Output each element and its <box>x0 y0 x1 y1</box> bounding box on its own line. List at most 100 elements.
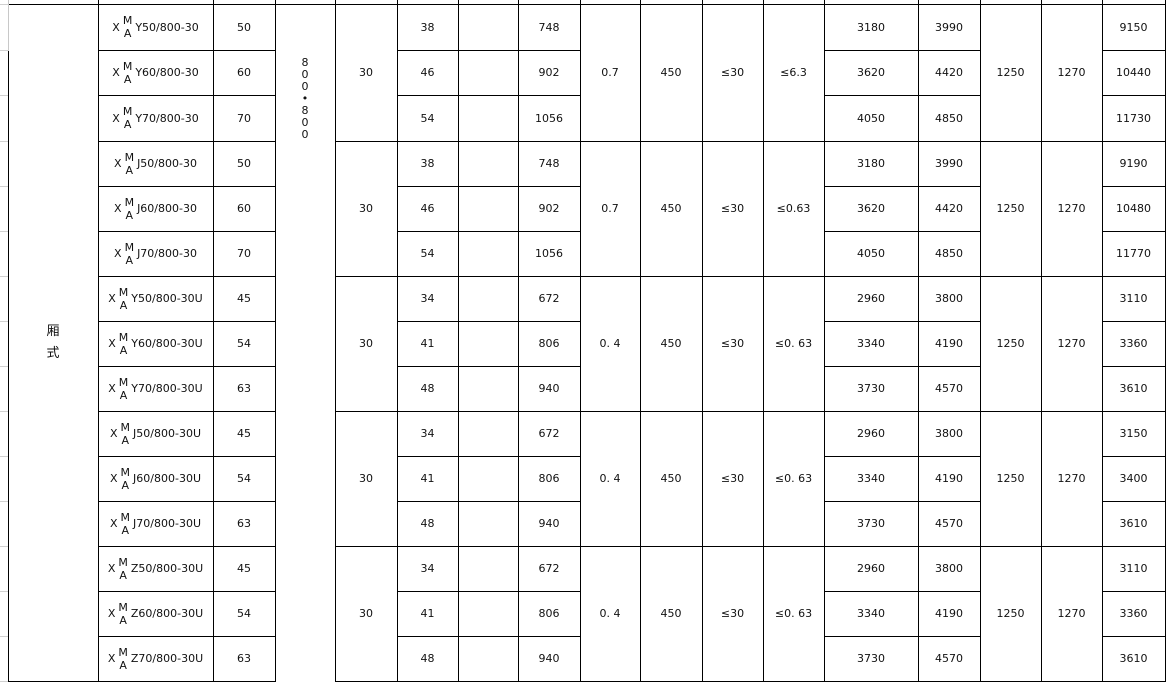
b-cell[interactable]: 940 <box>517 365 581 412</box>
empty-cell[interactable] <box>457 545 519 592</box>
b-cell[interactable]: 902 <box>517 49 581 96</box>
d-cell[interactable]: 3800 <box>917 410 981 457</box>
e-cell[interactable]: 3610 <box>1101 365 1166 412</box>
c-cell[interactable]: 3340 <box>823 320 919 367</box>
empty-cell[interactable] <box>457 410 519 457</box>
row-header[interactable] <box>0 546 9 592</box>
c-cell[interactable]: 3340 <box>823 590 919 637</box>
row-header[interactable] <box>0 591 9 637</box>
c-cell[interactable]: 3180 <box>823 4 919 51</box>
b-cell[interactable]: 940 <box>517 635 581 682</box>
model-cell[interactable]: X M A Y50/800-30U <box>97 275 214 322</box>
model-cell[interactable]: X M A J70/800-30U <box>97 500 214 547</box>
row-header[interactable] <box>0 186 9 232</box>
c30-cell[interactable]: 30 <box>334 275 398 412</box>
b-cell[interactable]: 672 <box>517 545 581 592</box>
a-cell[interactable]: 46 <box>396 49 459 96</box>
empty-cell[interactable] <box>457 230 519 277</box>
c30-cell[interactable]: 30 <box>334 545 398 682</box>
e-cell[interactable]: 11730 <box>1101 95 1166 142</box>
d-cell[interactable]: 4190 <box>917 590 981 637</box>
capacity-cell[interactable]: 70 <box>212 95 276 142</box>
size-cell-cont[interactable] <box>274 141 336 681</box>
capacity-cell[interactable]: 70 <box>212 230 276 277</box>
c-cell[interactable]: 3730 <box>823 635 919 682</box>
c30-cell[interactable]: 30 <box>334 410 398 547</box>
c-cell[interactable]: 3340 <box>823 455 919 502</box>
e-cell[interactable]: 10440 <box>1101 49 1166 96</box>
a-cell[interactable]: 54 <box>396 230 459 277</box>
coef-cell[interactable]: 0. 4 <box>579 275 641 412</box>
capacity-cell[interactable]: 45 <box>212 545 276 592</box>
model-cell[interactable]: X M A Z60/800-30U <box>97 590 214 637</box>
row-header[interactable] <box>0 321 9 367</box>
row-header[interactable] <box>0 456 9 502</box>
c30-cell[interactable]: 30 <box>334 140 398 277</box>
b-cell[interactable]: 806 <box>517 590 581 637</box>
c-cell[interactable]: 3730 <box>823 500 919 547</box>
model-cell[interactable]: X M A Y70/800-30 <box>97 95 214 142</box>
le30-cell[interactable]: ≤30 <box>701 140 764 277</box>
e-cell[interactable]: 3150 <box>1101 410 1166 457</box>
row-header[interactable] <box>0 501 9 547</box>
model-cell[interactable]: X M A J60/800-30 <box>97 185 214 232</box>
row-header[interactable] <box>0 141 9 187</box>
capacity-cell[interactable]: 45 <box>212 410 276 457</box>
a-cell[interactable]: 34 <box>396 275 459 322</box>
d-cell[interactable]: 4190 <box>917 320 981 367</box>
le2-cell[interactable]: ≤0. 63 <box>762 410 825 547</box>
empty-cell[interactable] <box>457 140 519 187</box>
c-cell[interactable]: 2960 <box>823 275 919 322</box>
c-cell[interactable]: 4050 <box>823 230 919 277</box>
empty-cell[interactable] <box>457 275 519 322</box>
size-cell[interactable]: 8 0 0 • 8 0 0 <box>274 4 336 141</box>
a-cell[interactable]: 41 <box>396 320 459 367</box>
model-cell[interactable]: X M A Z70/800-30U <box>97 635 214 682</box>
d-cell[interactable]: 3990 <box>917 4 981 51</box>
le2-cell[interactable]: ≤6.3 <box>762 4 825 142</box>
model-cell[interactable]: X M A Y60/800-30 <box>97 49 214 96</box>
e-cell[interactable]: 3110 <box>1101 545 1166 592</box>
e-cell[interactable]: 3110 <box>1101 275 1166 322</box>
b-cell[interactable]: 672 <box>517 410 581 457</box>
c-cell[interactable]: 2960 <box>823 410 919 457</box>
empty-cell[interactable] <box>457 320 519 367</box>
capacity-cell[interactable]: 45 <box>212 275 276 322</box>
e-cell[interactable]: 3610 <box>1101 500 1166 547</box>
b-cell[interactable]: 748 <box>517 4 581 51</box>
c1250-cell[interactable]: 1250 <box>979 545 1042 682</box>
coef-cell[interactable]: 0. 4 <box>579 410 641 547</box>
a-cell[interactable]: 38 <box>396 4 459 51</box>
c450-cell[interactable]: 450 <box>639 275 703 412</box>
empty-cell[interactable] <box>457 4 519 51</box>
b-cell[interactable]: 940 <box>517 500 581 547</box>
empty-cell[interactable] <box>457 500 519 547</box>
d-cell[interactable]: 4570 <box>917 365 981 412</box>
d-cell[interactable]: 4420 <box>917 49 981 96</box>
a-cell[interactable]: 54 <box>396 95 459 142</box>
row-header[interactable] <box>0 4 9 51</box>
c450-cell[interactable]: 450 <box>639 140 703 277</box>
b-cell[interactable]: 806 <box>517 455 581 502</box>
empty-cell[interactable] <box>457 635 519 682</box>
le2-cell[interactable]: ≤0.63 <box>762 140 825 277</box>
a-cell[interactable]: 48 <box>396 365 459 412</box>
capacity-cell[interactable]: 60 <box>212 185 276 232</box>
b-cell[interactable]: 1056 <box>517 230 581 277</box>
row-header[interactable] <box>0 636 9 682</box>
a-cell[interactable]: 34 <box>396 410 459 457</box>
c1270-cell[interactable]: 1270 <box>1040 275 1103 412</box>
c-cell[interactable]: 3620 <box>823 49 919 96</box>
a-cell[interactable]: 48 <box>396 500 459 547</box>
a-cell[interactable]: 48 <box>396 635 459 682</box>
b-cell[interactable]: 748 <box>517 140 581 187</box>
le30-cell[interactable]: ≤30 <box>701 545 764 682</box>
e-cell[interactable]: 3610 <box>1101 635 1166 682</box>
le30-cell[interactable]: ≤30 <box>701 275 764 412</box>
row-header[interactable] <box>0 276 9 322</box>
c1270-cell[interactable]: 1270 <box>1040 410 1103 547</box>
c-cell[interactable]: 4050 <box>823 95 919 142</box>
e-cell[interactable]: 11770 <box>1101 230 1166 277</box>
model-cell[interactable]: X M A Y70/800-30U <box>97 365 214 412</box>
le2-cell[interactable]: ≤0. 63 <box>762 275 825 412</box>
